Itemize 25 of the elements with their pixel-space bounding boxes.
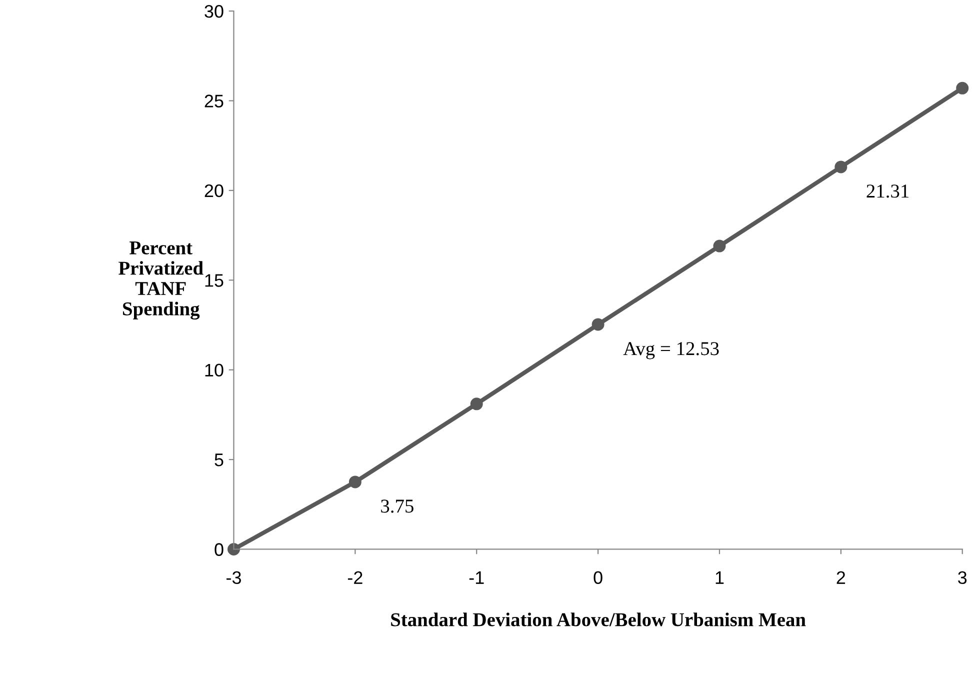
y-axis-title: Percent Privatized TANF Spending [118, 242, 204, 320]
x-axis-title: Standard Deviation Above/Below Urbanism Mean [391, 612, 806, 626]
y-tick-label: 25 [204, 94, 224, 108]
x-tick-label: 2 [836, 571, 846, 584]
annotation: Avg = 12.53 [623, 342, 719, 360]
y-tick-label: 5 [214, 454, 224, 466]
x-tick-label: -1 [469, 571, 484, 584]
point [956, 82, 969, 94]
x-tick-label: 1 [716, 571, 724, 584]
point [592, 318, 604, 331]
y-tick-label: 0 [214, 543, 224, 556]
y-tick-label: 10 [205, 364, 224, 377]
y-tick-label: 30 [204, 4, 224, 18]
point [470, 398, 483, 410]
y-tick-label: 15 [205, 274, 224, 287]
annotation: 21.31 [866, 184, 908, 198]
y-tick-label: 20 [204, 184, 224, 198]
point [348, 476, 362, 488]
annotation: 3.75 [381, 500, 414, 513]
x-tick-label: 3 [958, 571, 967, 584]
x-tick-label: -3 [226, 571, 241, 584]
point [834, 160, 848, 174]
x-tick-label: 0 [594, 571, 602, 584]
x-tick-label: -2 [348, 571, 362, 584]
point [713, 240, 726, 252]
